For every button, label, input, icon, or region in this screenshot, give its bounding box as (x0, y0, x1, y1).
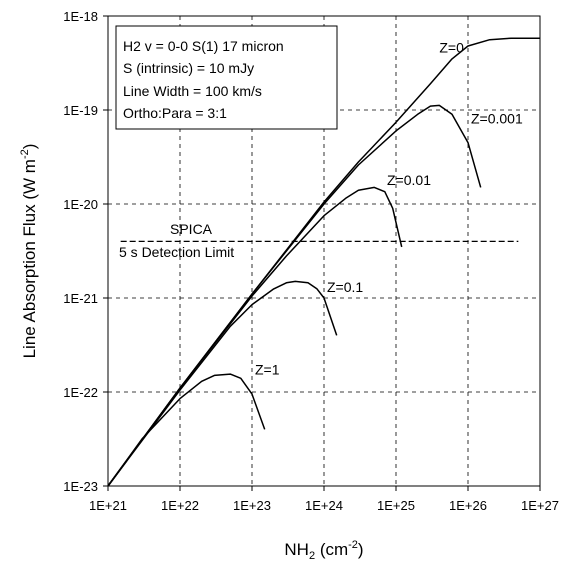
info-box: H2 v = 0-0 S(1) 17 micron S (intrinsic) … (115, 25, 338, 130)
series-line-z-0-001 (107, 104, 482, 487)
series-line-z-0-01 (107, 186, 403, 487)
x-axis-title-suffix: ) (358, 540, 364, 559)
y-tick-label: 1E-19 (63, 103, 98, 118)
x-tick-label: 1E+26 (449, 498, 487, 513)
series-line-z-0-1 (107, 280, 338, 487)
x-tick-label: 1E+24 (305, 498, 343, 513)
x-axis-title-unit: (cm (315, 540, 348, 559)
series-label-z-0-001: Z=0.001 (471, 111, 523, 127)
series-label-z-1: Z=1 (255, 361, 280, 377)
series-label-z-0-01: Z=0.01 (387, 172, 431, 188)
axis-ticks: 1E+21 1E+22 1E+23 1E+24 1E+25 1E+26 1E+27 1E-23… (63, 9, 559, 513)
y-tick-label: 1E-22 (63, 385, 98, 400)
y-axis-title-text: Line Absorption Flux (W m (20, 159, 39, 358)
detection-limit-label-spica: SPICA (170, 221, 213, 237)
x-axis-title: NH2 (cm-2) (284, 539, 363, 562)
info-box-frame (115, 25, 338, 130)
info-line-ortho-para: Ortho:Para = 3:1 (123, 105, 227, 121)
y-tick-label: 1E-18 (63, 9, 98, 24)
x-axis-title-base: NH (284, 540, 309, 559)
y-tick-label: 1E-20 (63, 197, 98, 212)
series-label-z-0: Z=0 (439, 40, 464, 56)
series-label-z-0-1: Z=0.1 (327, 279, 363, 295)
x-axis-title-sub: 2 (309, 550, 315, 562)
x-tick-label: 1E+25 (377, 498, 415, 513)
series-line-z-1 (107, 373, 266, 487)
info-line-transition: H2 v = 0-0 S(1) 17 micron (123, 38, 284, 54)
y-tick-label: 1E-21 (63, 291, 98, 306)
y-axis-title: Line Absorption Flux (W m-2) (19, 144, 39, 359)
x-tick-label: 1E+27 (521, 498, 559, 513)
series-labels: Z=0 Z=0.001 Z=0.01 Z=0.1 Z=1 (255, 40, 523, 378)
detection-limit: SPICA 5 s Detection Limit (119, 221, 519, 260)
detection-limit-label-sensitivity: 5 s Detection Limit (119, 244, 234, 260)
info-line-intrinsic: S (intrinsic) = 10 mJy (123, 60, 254, 76)
x-tick-label: 1E+23 (233, 498, 271, 513)
x-tick-label: 1E+22 (161, 498, 199, 513)
y-tick-label: 1E-23 (63, 479, 98, 494)
series-lines (107, 37, 540, 487)
info-line-width: Line Width = 100 km/s (123, 83, 262, 99)
x-tick-label: 1E+21 (89, 498, 127, 513)
y-axis-title-sup: -2 (19, 149, 31, 159)
x-axis-title-unit-sup: -2 (348, 539, 358, 551)
y-axis-title-suffix: ) (20, 144, 39, 150)
